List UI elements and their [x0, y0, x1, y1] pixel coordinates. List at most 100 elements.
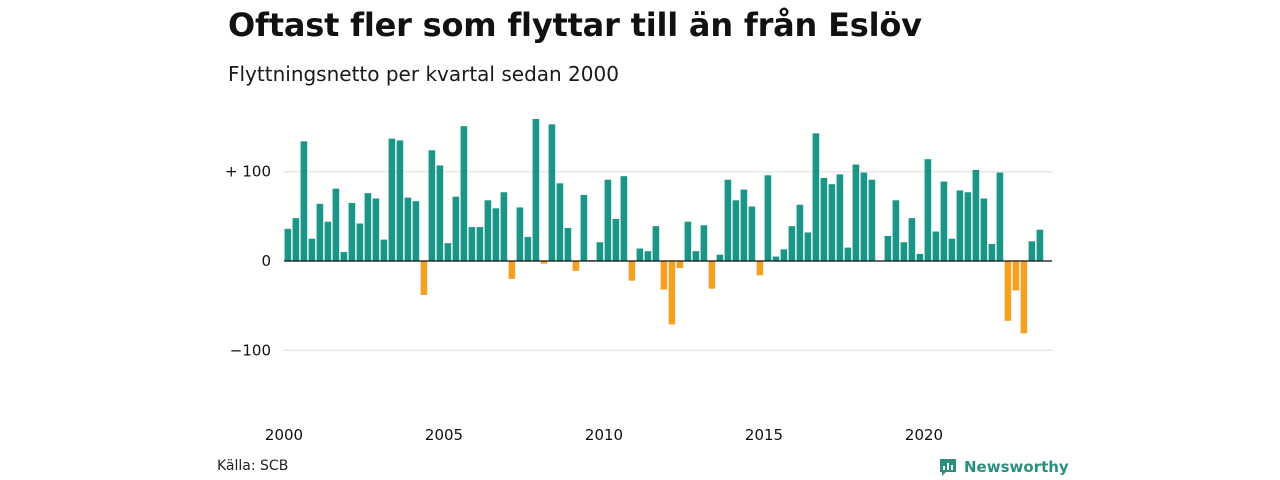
- bar: [620, 176, 628, 261]
- bar: [364, 193, 372, 261]
- bar: [292, 218, 300, 261]
- bar: [740, 189, 748, 261]
- bar: [500, 192, 508, 261]
- bar: [492, 208, 500, 261]
- bar: [772, 256, 780, 261]
- bar: [556, 183, 564, 261]
- bar: [804, 232, 812, 261]
- bars: [284, 119, 1044, 334]
- bar: [788, 226, 796, 261]
- bar: [668, 261, 676, 325]
- bar: [844, 247, 852, 261]
- bar: [932, 231, 940, 261]
- bar: [892, 200, 900, 261]
- bar: [868, 179, 876, 261]
- bar: [452, 196, 460, 261]
- brand-name: Newsworthy: [964, 458, 1069, 476]
- bar: [1004, 261, 1012, 321]
- bar: [412, 201, 420, 261]
- bar: [652, 226, 660, 261]
- bar: [380, 239, 388, 261]
- bar: [900, 242, 908, 261]
- bar: [532, 119, 540, 261]
- bar: [612, 219, 620, 261]
- bar: [516, 207, 524, 261]
- bar: [660, 261, 668, 290]
- bar: [444, 243, 452, 261]
- bar: [356, 223, 364, 261]
- newsworthy-logo[interactable]: Newsworthy: [938, 457, 1069, 477]
- bar: [860, 172, 868, 261]
- newsworthy-icon: [940, 459, 956, 476]
- bar: [436, 165, 444, 261]
- bar: [300, 141, 308, 261]
- bar: [820, 177, 828, 261]
- bar: [460, 126, 468, 261]
- bar: [332, 188, 340, 261]
- bar: [684, 221, 692, 261]
- bar: [340, 252, 348, 261]
- x-tick-label: 2015: [745, 426, 783, 444]
- bar: [940, 181, 948, 261]
- bar: [580, 194, 588, 261]
- bar: [716, 254, 724, 261]
- bar: [628, 261, 636, 281]
- bar: [836, 174, 844, 261]
- bar: [812, 133, 820, 261]
- bar: [372, 198, 380, 261]
- bar: [636, 248, 644, 261]
- bar: [988, 244, 996, 261]
- bar: [748, 206, 756, 261]
- x-tick-label: 2010: [585, 426, 623, 444]
- chart-subtitle: Flyttningsnetto per kvartal sedan 2000: [228, 62, 619, 86]
- bar: [948, 238, 956, 261]
- bar: [908, 218, 916, 261]
- source-label: Källa: SCB: [217, 458, 289, 474]
- x-tick-label: 2000: [265, 426, 303, 444]
- x-axis-labels: 2000 2005 2010 2015 2020: [265, 426, 943, 444]
- bar: [884, 236, 892, 261]
- bar: [476, 227, 484, 261]
- y-tick-label: −100: [230, 341, 271, 359]
- bar: [1036, 229, 1044, 261]
- bar: [388, 138, 396, 261]
- y-tick-label: 0: [261, 252, 271, 270]
- bar: [708, 261, 716, 289]
- chart-title: Oftast fler som flyttar till än från Esl…: [228, 6, 922, 44]
- bar: [428, 150, 436, 261]
- bar: [468, 227, 476, 261]
- bar: [1028, 241, 1036, 261]
- bar: [780, 249, 788, 261]
- bar: [676, 261, 684, 269]
- bar: [796, 204, 804, 261]
- bar: [572, 261, 580, 271]
- bar: [420, 261, 428, 295]
- bar: [972, 169, 980, 261]
- bar: [732, 200, 740, 261]
- bar: [308, 238, 316, 261]
- bar: [564, 227, 572, 261]
- x-tick-label: 2020: [905, 426, 943, 444]
- bar: [284, 228, 292, 261]
- bar: [324, 221, 332, 261]
- bar: [396, 140, 404, 261]
- bar: [980, 198, 988, 261]
- bar: [348, 202, 356, 261]
- bar: [956, 190, 964, 261]
- bar: [964, 192, 972, 261]
- bar: [596, 242, 604, 261]
- bar: [764, 175, 772, 261]
- bar: [484, 200, 492, 261]
- bar: [644, 251, 652, 261]
- bar: [548, 124, 556, 262]
- bar: [316, 203, 324, 261]
- bar: [604, 179, 612, 261]
- bar: [756, 261, 764, 276]
- bar: [924, 159, 932, 261]
- bar: [1012, 261, 1020, 291]
- y-axis-labels: + 100 0 −100: [225, 163, 271, 360]
- bar: [540, 261, 548, 264]
- bar: [852, 164, 860, 261]
- bar: [724, 179, 732, 261]
